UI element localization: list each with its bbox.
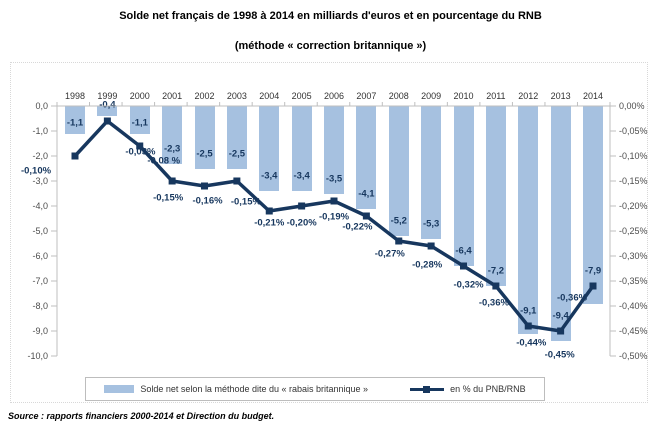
chart-legend: Solde net selon la méthode dite du « rab… [85,377,545,401]
chart-object-frame [10,62,648,403]
legend-line-label: en % du PNB/RNB [450,384,526,394]
legend-item-line-series: en % du PNB/RNB [410,384,526,394]
line-series-swatch-icon [410,385,445,394]
bar-series-swatch-icon [104,385,135,393]
legend-bar-label: Solde net selon la méthode dite du « rab… [140,384,369,394]
chart-title: Solde net français de 1998 à 2014 en mil… [119,10,542,22]
chart-subtitle: (méthode « correction britannique ») [234,40,427,52]
source-note: Source : rapports financiers 2000-2014 e… [8,411,275,421]
legend-item-bar-series: Solde net selon la méthode dite du « rab… [104,384,368,394]
